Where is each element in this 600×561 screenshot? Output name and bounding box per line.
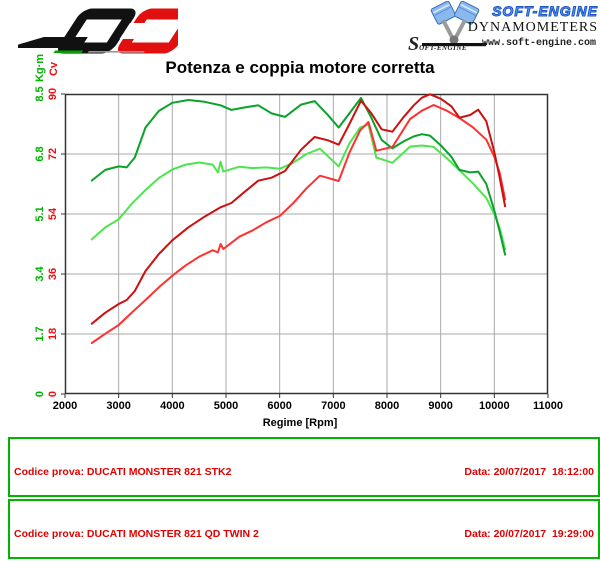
soft-engine-brand: SOFT-ENGINE xyxy=(492,3,598,20)
soft-engine-script-rest: OFT-ENGINE xyxy=(419,44,468,52)
soft-engine-script-text: SOFT-ENGINE xyxy=(408,33,467,56)
curve-power xyxy=(90,93,507,325)
test-info-box-stk2: Codice prova: DUCATI MONSTER 821 STK2 Dat… xyxy=(8,437,600,553)
y-tick-label: 18 xyxy=(47,327,59,341)
plot-area xyxy=(61,93,549,398)
codice-prova: Codice prova: DUCATI MONSTER 821 QD TWIN… xyxy=(14,528,259,540)
y-tick-label: 3.4 xyxy=(34,266,46,282)
data-prova: Data: 20/07/2017 19:29:00 xyxy=(464,528,594,540)
curve-torque xyxy=(90,96,507,256)
y-tick-label: 6.8 xyxy=(34,146,46,162)
x-tick-label: 4000 xyxy=(160,400,185,412)
codice-prova: Codice prova: DUCATI MONSTER 821 STK2 xyxy=(14,466,232,478)
curve-power xyxy=(90,104,507,344)
curve-torque xyxy=(90,123,507,251)
y-tick-label: 0 xyxy=(47,390,59,398)
x-tick-label: 8000 xyxy=(374,400,400,412)
x-tick-label: 7000 xyxy=(321,400,346,412)
soft-engine-url: www.soft-engine.com xyxy=(481,38,596,49)
qd-logo xyxy=(6,4,198,56)
test-info-box-qd-twin-2: Codice prova: DUCATI MONSTER 821 QD TWIN… xyxy=(8,499,600,559)
torque-axis-caption: Kg·m xyxy=(34,53,46,83)
qd-logo-graphic xyxy=(6,8,198,54)
soft-engine-script-initial: S xyxy=(408,33,420,55)
x-tick-label: 9000 xyxy=(428,400,453,412)
x-tick-label: 6000 xyxy=(267,400,292,412)
x-tick-label: 2000 xyxy=(52,400,78,412)
data-prova: Data: 20/07/2017 18:12:00 xyxy=(464,466,594,478)
x-axis-label: Regime [Rpm] xyxy=(262,417,338,429)
y-tick-label: 5.1 xyxy=(34,206,46,222)
y-tick-label: 0 xyxy=(34,390,46,398)
y-tick-label: 36 xyxy=(47,267,59,281)
y-tick-label: 90 xyxy=(47,87,59,101)
chart-title: Potenza e coppia motore corretta xyxy=(165,58,435,77)
x-tick-label: 10000 xyxy=(479,400,510,412)
y-tick-label: 54 xyxy=(47,207,59,221)
soft-engine-subtitle: DYNAMOMETERS xyxy=(467,20,598,35)
pistons-icon xyxy=(422,1,486,47)
y-tick-label: 8.5 xyxy=(34,86,46,102)
x-tick-label: 11000 xyxy=(533,400,563,412)
soft-engine-logo: SOFT-ENGINE SOFT-ENGINE DYNAMOMETERS www… xyxy=(396,0,598,58)
x-tick-label: 3000 xyxy=(106,400,131,412)
y-tick-label: 72 xyxy=(47,147,59,161)
x-tick-label: 5000 xyxy=(213,400,239,412)
power-axis-caption: Cv xyxy=(48,61,60,77)
y-tick-label: 1.7 xyxy=(34,326,46,342)
plot-border xyxy=(64,93,549,395)
